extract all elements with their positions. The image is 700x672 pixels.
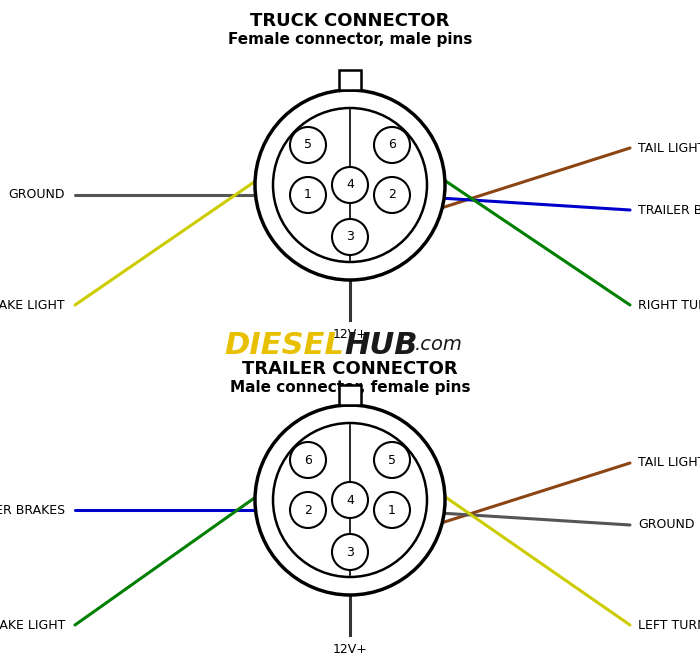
Text: 4: 4 — [346, 493, 354, 507]
Text: 12V+: 12V+ — [332, 328, 368, 341]
Circle shape — [374, 127, 410, 163]
Text: 6: 6 — [304, 454, 312, 466]
Text: TAIL LIGHTS: TAIL LIGHTS — [638, 142, 700, 155]
Text: 5: 5 — [388, 454, 396, 466]
Text: TAIL LIGHTS: TAIL LIGHTS — [638, 456, 700, 470]
Text: TRAILER BRAKES: TRAILER BRAKES — [638, 204, 700, 216]
Circle shape — [332, 482, 368, 518]
Text: 6: 6 — [388, 138, 396, 151]
Circle shape — [290, 442, 326, 478]
Circle shape — [290, 177, 326, 213]
Text: GROUND: GROUND — [638, 519, 694, 532]
Text: Female connector, male pins: Female connector, male pins — [228, 32, 472, 47]
Circle shape — [290, 492, 326, 528]
Text: 5: 5 — [304, 138, 312, 151]
Text: 3: 3 — [346, 546, 354, 558]
Text: 3: 3 — [346, 230, 354, 243]
Text: 4: 4 — [346, 179, 354, 192]
Text: GROUND: GROUND — [8, 189, 65, 202]
Circle shape — [374, 442, 410, 478]
Circle shape — [374, 492, 410, 528]
Text: RIGHT TURN/BRAKE LIGHT: RIGHT TURN/BRAKE LIGHT — [638, 298, 700, 312]
Circle shape — [255, 90, 445, 280]
Text: 2: 2 — [304, 503, 312, 517]
Text: 1: 1 — [388, 503, 396, 517]
Text: TRAILER BRAKES: TRAILER BRAKES — [0, 503, 65, 517]
Text: RIGHT TURN/BRAKE LIGHT: RIGHT TURN/BRAKE LIGHT — [0, 618, 65, 632]
Text: LEFT TURN/BRAKE LIGHT: LEFT TURN/BRAKE LIGHT — [0, 298, 65, 312]
Text: HUB: HUB — [344, 331, 417, 360]
Circle shape — [332, 534, 368, 570]
Circle shape — [332, 167, 368, 203]
Text: LEFT TURN/BRAKE LIGHT: LEFT TURN/BRAKE LIGHT — [638, 618, 700, 632]
Circle shape — [255, 405, 445, 595]
Text: 12V+: 12V+ — [332, 643, 368, 656]
Circle shape — [374, 177, 410, 213]
Circle shape — [332, 219, 368, 255]
Text: 2: 2 — [388, 189, 396, 202]
Text: TRAILER CONNECTOR: TRAILER CONNECTOR — [242, 360, 458, 378]
Text: Male connector, female pins: Male connector, female pins — [230, 380, 470, 395]
Text: .com: .com — [415, 335, 463, 355]
Circle shape — [290, 127, 326, 163]
Bar — [339, 385, 361, 405]
Text: 1: 1 — [304, 189, 312, 202]
Text: TRUCK CONNECTOR: TRUCK CONNECTOR — [251, 12, 449, 30]
Text: DIESEL: DIESEL — [224, 331, 344, 360]
Bar — [339, 70, 361, 90]
